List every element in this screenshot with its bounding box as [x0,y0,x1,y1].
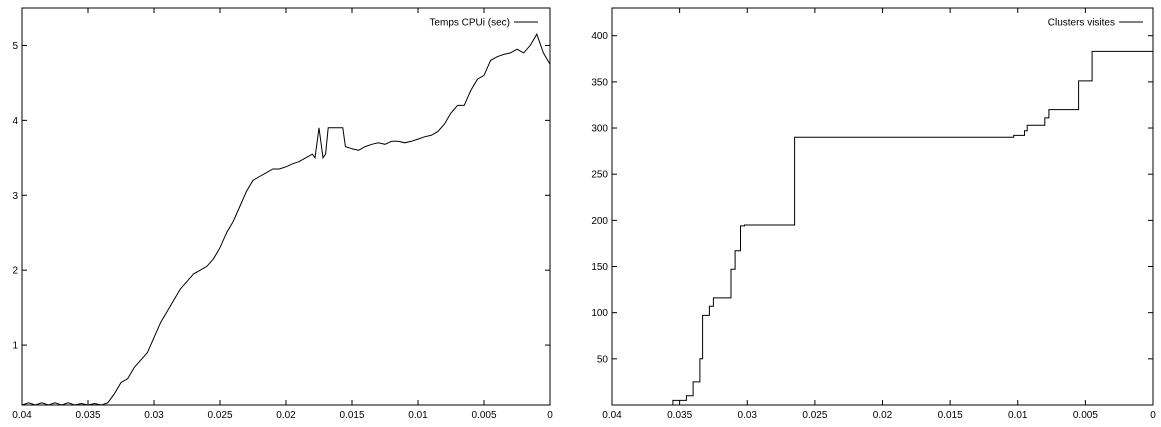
x-tick-label: 0.025 [207,410,232,421]
x-tick-label: 0.015 [938,410,963,421]
plot-frame [21,7,551,406]
series-line [21,33,551,406]
y-tick-label: 5 [12,41,18,52]
x-tick-label: 0.035 [75,410,100,421]
clusters-visited-chart: 0.04 0.035 0.03 0.025 0.02 0.015 0.01 0.005 0 50 1… [591,7,1156,421]
y-tick-label: 4 [12,116,18,127]
x-tick-label: 0.025 [802,410,827,421]
x-tick-label: 0.01 [408,410,428,421]
x-tick-label: 0 [1150,410,1156,421]
y-tick-label: 50 [597,354,609,365]
x-tick-label: 0.005 [1073,410,1098,421]
y-tick-label: 250 [591,170,608,181]
y-tick-label: 3 [12,191,18,202]
x-tick-label: 0.02 [276,410,296,421]
y-tick-label: 350 [591,77,608,88]
x-tick-label: 0 [547,410,553,421]
x-tick-label: 0.005 [471,410,496,421]
x-tick-label: 0.04 [602,410,622,421]
x-tick-label: 0.03 [738,410,758,421]
cpu-time-chart: 0.04 0.035 0.03 0.025 0.02 0.015 0.01 0.005 0 1 2 3… [12,7,553,421]
x-tick-label: 0.02 [873,410,893,421]
y-tick-label: 150 [591,262,608,273]
y-tick-label: 400 [591,31,608,42]
x-tick-label: 0.03 [144,410,164,421]
series-line [612,50,1153,406]
y-tick-label: 100 [591,308,608,319]
x-tick-label: 0.035 [667,410,692,421]
x-tick-label: 0.015 [339,410,364,421]
y-tick-label: 200 [591,216,608,227]
y-tick-label: 1 [12,341,18,352]
plot-frame [611,7,1154,406]
legend-label: Clusters visites [1048,18,1115,29]
x-tick-label: 0.04 [12,410,32,421]
x-tick-label: 0.01 [1008,410,1028,421]
y-tick-label: 2 [12,266,18,277]
legend-label: Temps CPUi (sec) [429,18,510,29]
y-tick-label: 300 [591,124,608,135]
